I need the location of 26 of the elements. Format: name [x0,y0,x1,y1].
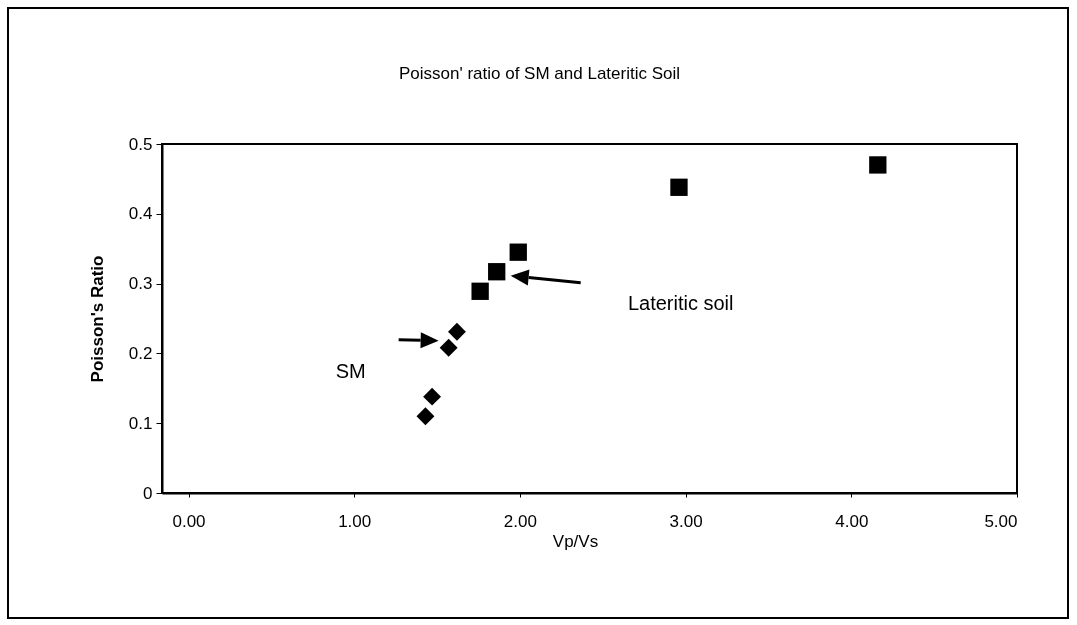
x-axis-title: Vp/Vs [552,531,599,551]
y-tick-label: 0.5 [128,134,153,154]
point [471,282,489,300]
chart-title: Poisson' ratio of SM and Lateritic Soil [398,64,681,83]
point [423,387,442,406]
point [509,243,527,261]
x-tick-label: 2.00 [503,511,537,531]
annotation: Lateritic soil [627,291,734,314]
y-tick-label: 0.4 [128,204,153,224]
annotation: SM [335,359,366,382]
x-tick-label: 5.00 [984,511,1018,531]
y-tick-label: 0.1 [128,413,153,433]
y-tick-label: 0.3 [128,274,153,294]
y-axis-title: Poisson's Ratio [87,255,107,383]
x-tick-label: 1.00 [338,511,372,531]
y-tick-label: 0 [143,483,153,503]
point [488,263,506,281]
point [869,156,887,174]
point [670,178,688,196]
x-tick-label: 0.00 [172,511,206,531]
x-tick-label: 4.00 [835,511,869,531]
x-tick-label: 3.00 [669,511,703,531]
y-tick-label: 0.2 [128,343,153,363]
point [439,338,458,357]
point [448,322,466,341]
point [416,407,435,426]
